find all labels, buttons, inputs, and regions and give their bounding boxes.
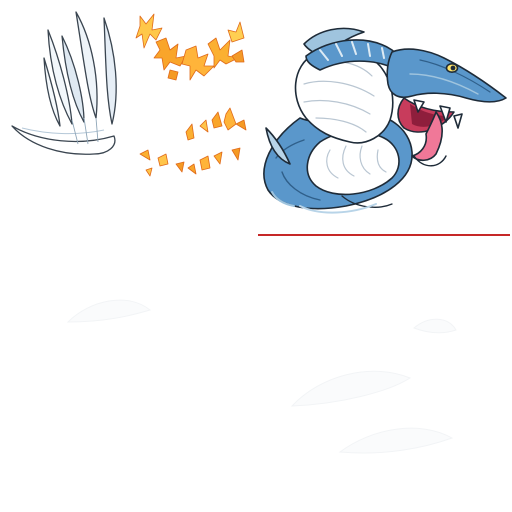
blue-sea-serpent-icon xyxy=(263,27,507,214)
white-claw-slash-icon xyxy=(11,11,117,155)
fire-sparks-icon xyxy=(135,13,247,177)
faint-white-wisps-icon xyxy=(66,299,457,454)
red-divider-line-icon xyxy=(258,234,510,236)
